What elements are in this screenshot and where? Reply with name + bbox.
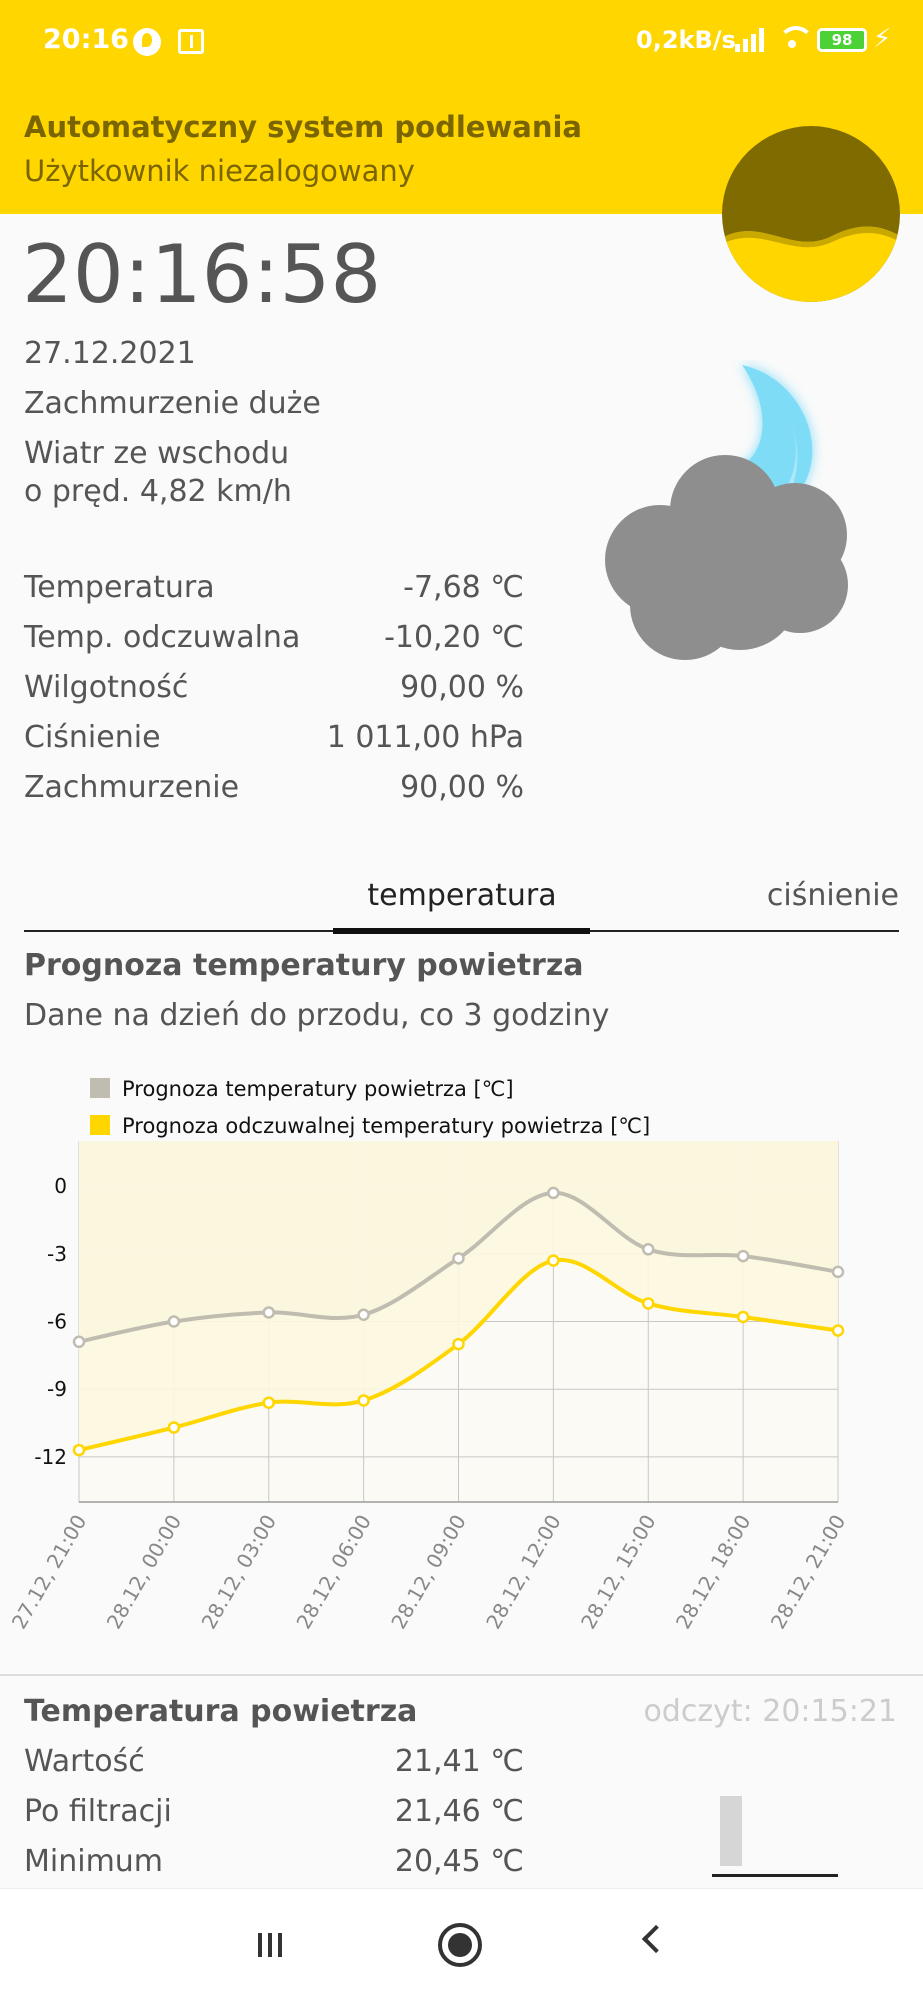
weather-condition: Zachmurzenie duże (24, 386, 321, 421)
night-cloud-moon-icon (580, 360, 880, 670)
current-date: 27.12.2021 (24, 336, 196, 371)
sensor-value: 20,45 ℃ (394, 1844, 524, 1879)
sensor-value: 21,41 ℃ (394, 1744, 524, 1779)
data-point (642, 1243, 655, 1256)
x-tick-label: 27.12, 21:00 (7, 1511, 92, 1634)
sensor-row-filtered: Po filtracji 21,46 ℃ (24, 1794, 524, 1844)
section-divider (0, 1674, 923, 1676)
signal-icon (735, 28, 769, 52)
data-point (357, 1308, 370, 1321)
data-point (547, 1186, 560, 1200)
stat-value: -7,68 ℃ (403, 570, 524, 605)
stat-row-feels-like: Temp. odczuwalna -10,20 ℃ (24, 620, 524, 670)
data-point (452, 1252, 465, 1265)
forecast-title: Prognoza temperatury powietrza (24, 948, 584, 983)
chart-tabs: temperatura ciśnienie (24, 870, 899, 934)
sensor-title: Temperatura powietrza (24, 1694, 418, 1729)
series-area (79, 1141, 838, 1451)
stat-label: Ciśnienie (24, 720, 161, 755)
sensor-row-minimum: Minimum 20,45 ℃ (24, 1844, 524, 1894)
data-point (452, 1337, 465, 1351)
status-bar: 20:16 0,2kB/s 98 ⚡ (0, 0, 923, 84)
wind-info-line2: o pręd. 4,82 km/h (24, 474, 292, 509)
forecast-subtitle: Dane na dzień do przodu, co 3 godziny (24, 998, 610, 1033)
stat-row-cloudiness: Zachmurzenie 90,00 % (24, 770, 524, 820)
stat-value: -10,20 ℃ (384, 620, 524, 655)
tab-pressure[interactable]: ciśnienie (766, 878, 899, 913)
stat-row-humidity: Wilgotność 90,00 % (24, 670, 524, 720)
back-icon[interactable] (641, 1924, 671, 1954)
stat-row-pressure: Ciśnienie 1 011,00 hPa (24, 720, 524, 770)
tab-temperature[interactable]: temperatura (367, 878, 557, 913)
sensor-label: Wartość (24, 1744, 145, 1779)
y-tick-label: -12 (34, 1445, 67, 1469)
x-tick-label: 28.12, 21:00 (766, 1511, 851, 1634)
avatar[interactable] (722, 126, 900, 302)
network-speed: 0,2kB/s (636, 26, 736, 54)
legend-swatch (90, 1078, 110, 1098)
data-point (262, 1396, 275, 1409)
stat-label: Temperatura (24, 570, 215, 605)
x-tick-label: 28.12, 00:00 (102, 1511, 187, 1634)
data-point (547, 1254, 560, 1267)
stat-value: 90,00 % (400, 770, 524, 805)
x-tick-label: 28.12, 09:00 (386, 1511, 471, 1634)
charging-icon: ⚡ (873, 24, 892, 54)
data-point (736, 1310, 750, 1324)
app-notification-icon (133, 28, 161, 56)
x-tick-label: 28.12, 12:00 (481, 1511, 566, 1634)
data-point (72, 1335, 86, 1349)
legend-swatch (90, 1115, 110, 1135)
app-title: Automatyczny system podlewania (24, 110, 582, 144)
y-tick-label: -9 (47, 1377, 67, 1401)
data-point (831, 1324, 845, 1337)
sensor-label: Minimum (24, 1844, 164, 1879)
data-point (642, 1297, 655, 1310)
x-tick-label: 28.12, 03:00 (196, 1511, 281, 1634)
stat-label: Wilgotność (24, 670, 189, 705)
current-time: 20:16:58 (22, 228, 382, 321)
x-tick-label: 28.12, 06:00 (291, 1511, 376, 1634)
sensor-row-value: Wartość 21,41 ℃ (24, 1744, 524, 1794)
system-nav-bar (0, 1888, 923, 2000)
wind-info-line1: Wiatr ze wschodu (24, 436, 290, 471)
calendar-notification-icon (178, 29, 204, 54)
wifi-icon (778, 26, 814, 52)
battery-icon: 98 (817, 28, 867, 52)
data-point (357, 1394, 370, 1407)
recent-apps-icon[interactable] (258, 1933, 284, 1957)
stat-row-temperature: Temperatura -7,68 ℃ (24, 570, 524, 620)
stat-value: 90,00 % (400, 670, 524, 705)
user-status: Użytkownik niezalogowany (24, 154, 415, 188)
data-point (736, 1249, 750, 1263)
sensor-mini-bar (720, 1796, 742, 1866)
stat-label: Zachmurzenie (24, 770, 240, 805)
legend-label: Prognoza odczuwalnej temperatury powietr… (122, 1114, 650, 1138)
temperature-forecast-chart: Prognoza temperatury powietrza [℃] Progno… (7, 1077, 851, 1634)
x-tick-label: 28.12, 15:00 (576, 1511, 661, 1634)
stat-label: Temp. odczuwalna (24, 620, 301, 655)
legend-label: Prognoza temperatury powietrza [℃] (122, 1077, 514, 1101)
sensor-label: Po filtracji (24, 1794, 172, 1829)
data-point (262, 1306, 275, 1319)
home-icon[interactable] (438, 1923, 482, 1967)
x-tick-label: 28.12, 18:00 (671, 1511, 756, 1634)
data-point (831, 1265, 845, 1279)
y-tick-label: -3 (47, 1242, 67, 1266)
y-tick-label: -6 (47, 1310, 67, 1334)
sensor-read-time: odczyt: 20:15:21 (643, 1694, 897, 1729)
stat-value: 1 011,00 hPa (326, 720, 524, 755)
y-tick-label: 0 (54, 1174, 67, 1198)
data-point (72, 1443, 86, 1457)
sensor-mini-baseline (712, 1874, 838, 1877)
weather-stats: Temperatura -7,68 ℃ Temp. odczuwalna -10… (24, 570, 524, 820)
status-time: 20:16 (43, 24, 129, 55)
data-point (167, 1421, 181, 1434)
data-point (167, 1315, 181, 1328)
active-tab-indicator (333, 928, 590, 934)
sensor-value: 21,46 ℃ (394, 1794, 524, 1829)
